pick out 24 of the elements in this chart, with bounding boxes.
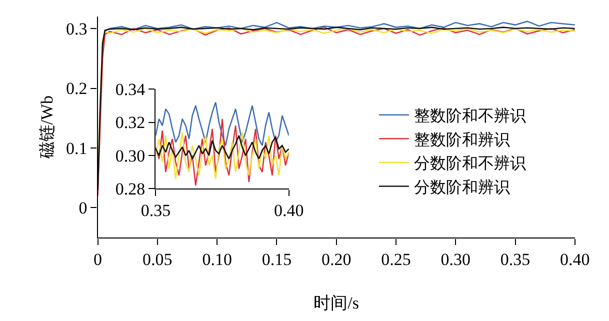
x-tick-label: 0.05 bbox=[142, 250, 172, 270]
legend-label: 整数阶和辨识 bbox=[414, 130, 510, 149]
y-tick-label: 0.28 bbox=[115, 180, 146, 199]
x-tick-label: 0.20 bbox=[321, 250, 352, 270]
x-tick-label: 0.30 bbox=[440, 250, 470, 270]
x-axis-title: 时间/s bbox=[314, 294, 360, 313]
x-tick-label: 0.40 bbox=[274, 201, 304, 220]
x-tick-label: 0.15 bbox=[262, 250, 292, 270]
y-tick-label: 0.32 bbox=[115, 113, 146, 132]
legend-label: 整数阶和不辨识 bbox=[414, 107, 526, 126]
y-tick-label: 0.30 bbox=[115, 146, 146, 166]
x-tick-label: 0.10 bbox=[202, 250, 232, 270]
x-tick-label: 0.35 bbox=[140, 201, 171, 220]
y-tick-label: 0.2 bbox=[66, 79, 88, 98]
x-tick-label: 0.40 bbox=[560, 250, 590, 270]
x-tick-label: 0.35 bbox=[500, 250, 530, 270]
legend-label: 分数阶和辨识 bbox=[414, 178, 510, 196]
legend-label: 分数阶和不辨识 bbox=[414, 154, 526, 173]
x-tick-label: 0.25 bbox=[381, 250, 411, 270]
x-tick-label: 0 bbox=[94, 250, 102, 270]
y-tick-label: 0.3 bbox=[66, 19, 88, 38]
y-axis-title: 磁链/Wb bbox=[38, 95, 57, 160]
y-tick-label: 0.1 bbox=[66, 138, 88, 158]
y-tick-label: 0.34 bbox=[115, 80, 146, 99]
